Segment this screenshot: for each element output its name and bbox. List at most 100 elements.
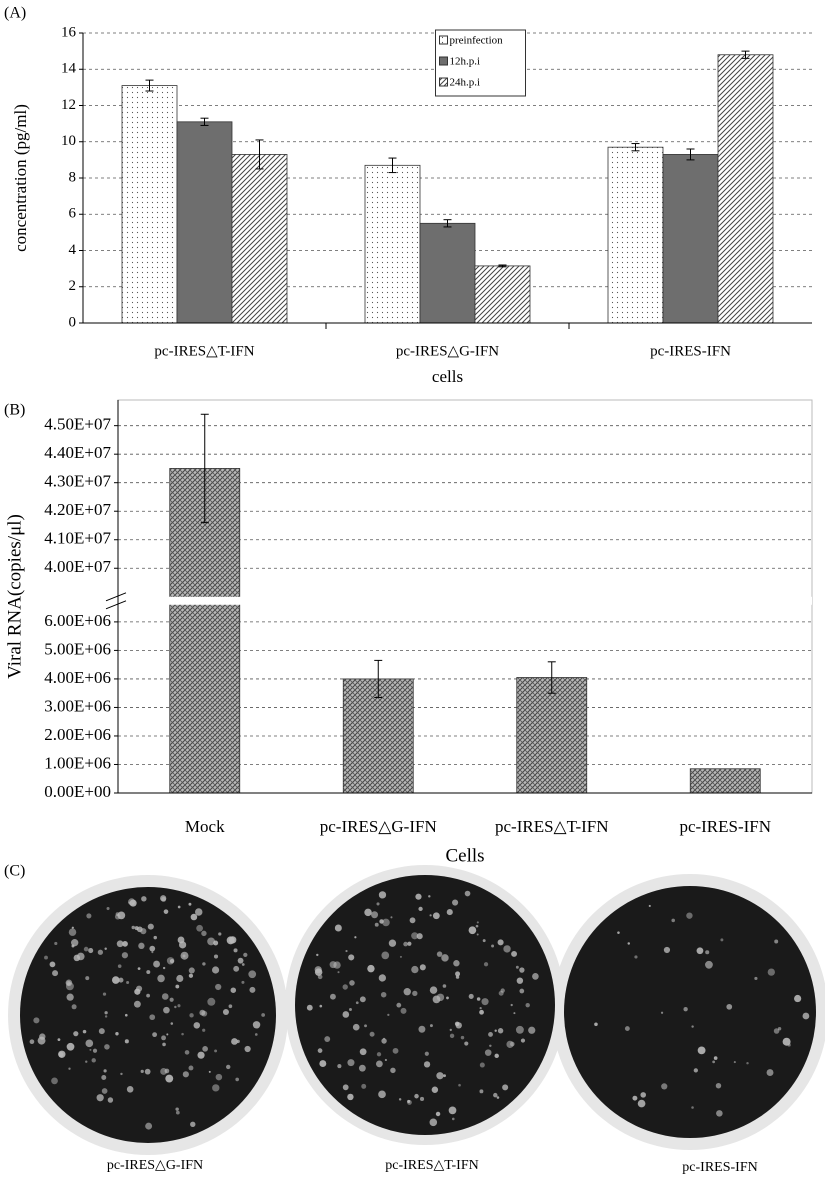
plaque	[399, 1098, 401, 1100]
plaque	[403, 942, 408, 947]
plaque	[389, 940, 396, 947]
plaque	[86, 913, 91, 918]
plaque	[160, 895, 166, 901]
y-tick-label: 4.20E+07	[44, 500, 111, 519]
plaque	[92, 1058, 96, 1062]
plaque	[697, 947, 704, 954]
plaque	[415, 894, 421, 900]
plaque	[146, 994, 150, 998]
plaque	[72, 927, 74, 929]
plaque	[367, 965, 374, 972]
plaque	[521, 1038, 525, 1042]
plaque	[400, 956, 402, 958]
plaque	[513, 1012, 515, 1014]
plaque	[146, 970, 150, 974]
plaque	[361, 1084, 366, 1089]
plaque	[175, 985, 179, 989]
plaque	[231, 1038, 238, 1045]
plaque	[101, 1075, 106, 1080]
plaque	[202, 1046, 208, 1052]
plaque	[153, 961, 160, 968]
plaque	[343, 1084, 349, 1090]
plaque	[178, 937, 185, 944]
plaque	[58, 1038, 61, 1041]
plaque	[248, 970, 256, 978]
plaque	[72, 1004, 77, 1009]
plaque	[104, 1069, 107, 1072]
plaque	[316, 954, 318, 956]
plaque	[189, 974, 193, 978]
plaque	[115, 1032, 118, 1035]
plaque	[242, 963, 245, 966]
plaque	[517, 977, 523, 983]
legend-swatch	[440, 57, 448, 65]
plaque	[698, 1046, 706, 1054]
plaque	[401, 1008, 407, 1014]
plaque	[450, 1029, 452, 1031]
plaque	[349, 1008, 352, 1011]
plaque	[501, 988, 505, 992]
plaque-photo	[0, 865, 825, 1155]
plaque	[165, 1075, 173, 1083]
plaque	[705, 950, 709, 954]
plaque	[430, 1024, 433, 1027]
plaque	[412, 991, 417, 996]
plaque	[337, 1064, 341, 1068]
plaque	[379, 891, 386, 898]
plaque	[189, 1013, 193, 1017]
plaque	[469, 926, 477, 934]
plaque	[432, 1086, 438, 1092]
plaque	[774, 1028, 780, 1034]
plaque	[166, 1033, 168, 1035]
plaque	[617, 931, 620, 934]
plaque	[479, 1010, 484, 1015]
plaque	[359, 1065, 366, 1072]
plaque	[189, 1066, 194, 1071]
x-tick-label: pc-IRES△T-IFN	[495, 817, 609, 836]
plaque	[84, 947, 89, 952]
y-tick-label: 1.00E+06	[44, 753, 111, 772]
plaque	[103, 993, 106, 996]
y-tick-label: 3.00E+06	[44, 696, 111, 715]
plaque	[175, 1107, 178, 1110]
plaque	[493, 1093, 497, 1097]
plaque	[746, 1062, 748, 1064]
plaque	[376, 1060, 383, 1067]
plaque	[116, 912, 120, 916]
plaque	[126, 981, 129, 984]
plaque	[215, 984, 221, 990]
plaque	[464, 1041, 468, 1045]
y-tick-label: 4.00E+06	[44, 668, 111, 687]
plaque	[417, 933, 423, 939]
plaque	[495, 1030, 497, 1032]
y-tick-label: 12	[61, 97, 76, 113]
plaque	[594, 1022, 598, 1026]
plaque	[407, 942, 411, 946]
plaque	[407, 1100, 410, 1103]
plaque	[661, 1083, 667, 1089]
plaque	[105, 1015, 107, 1017]
plaque	[455, 1022, 460, 1027]
plaque	[218, 932, 221, 935]
plaque	[181, 952, 189, 960]
plaque	[190, 1122, 195, 1127]
plaque	[165, 1069, 170, 1074]
x-axis-label: cells	[432, 367, 463, 386]
plaque	[324, 1036, 330, 1042]
plaque	[231, 987, 237, 993]
plaque	[437, 994, 444, 1001]
plaque	[138, 943, 144, 949]
plaque	[164, 909, 169, 914]
y-tick-label: 4.40E+07	[44, 443, 111, 462]
plaque	[199, 1010, 205, 1016]
plaque	[396, 1003, 401, 1008]
plaque	[430, 986, 437, 993]
plaque	[754, 977, 757, 980]
plaque	[235, 1078, 239, 1082]
plaque	[185, 1050, 190, 1055]
plaque	[483, 939, 486, 942]
plaque	[379, 919, 383, 923]
plaque	[794, 995, 801, 1002]
plaque	[120, 1073, 122, 1075]
y-tick-label: 4.50E+07	[44, 415, 111, 434]
